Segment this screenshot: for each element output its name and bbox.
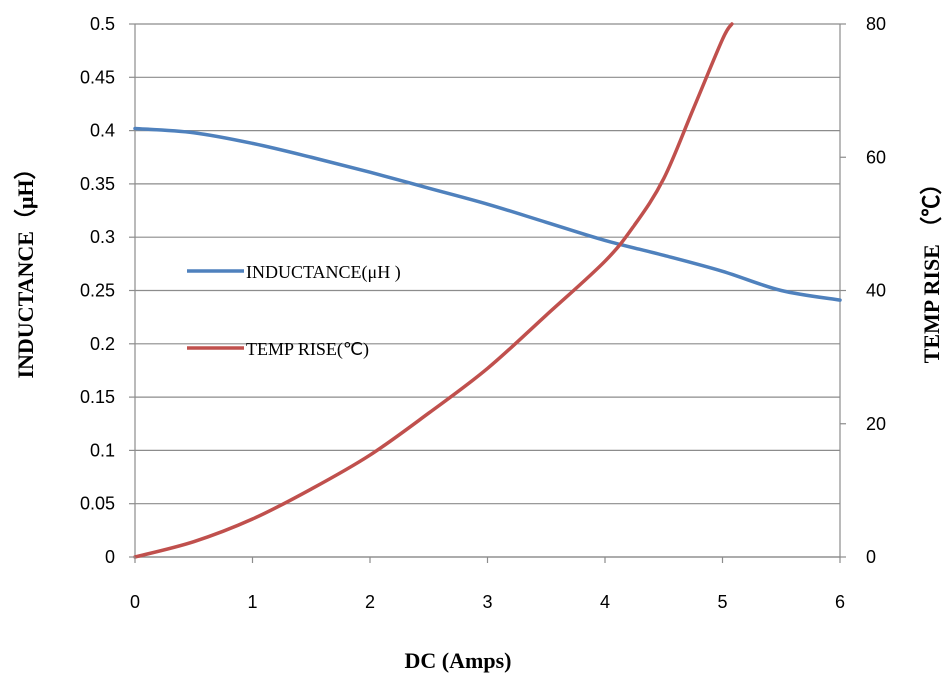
y-left-tick-label: 0 <box>105 547 115 567</box>
y-left-tick-label: 0.2 <box>90 334 115 354</box>
x-tick-label: 2 <box>365 592 375 612</box>
y-left-tick-label: 0.45 <box>80 67 115 87</box>
y-left-tick-label: 0.5 <box>90 14 115 34</box>
y-left-tick-label: 0.3 <box>90 227 115 247</box>
legend: INDUCTANCE(μH ) TEMP RISE(℃) <box>187 262 401 360</box>
y-right-tick-label: 40 <box>866 281 886 301</box>
x-tick-label: 5 <box>717 592 727 612</box>
legend-label-temp-rise: TEMP RISE(℃) <box>246 339 369 360</box>
legend-label-inductance: INDUCTANCE(μH ) <box>246 262 401 283</box>
y-left-tick-label: 0.25 <box>80 281 115 301</box>
ticks-layer: 00.050.10.150.20.250.30.350.40.450.50204… <box>80 14 886 612</box>
y-right-tick-label: 20 <box>866 414 886 434</box>
y-axis-right-title: TEMP RISE （℃） <box>919 173 944 364</box>
y-right-tick-label: 80 <box>866 14 886 34</box>
y-left-tick-label: 0.35 <box>80 174 115 194</box>
x-tick-label: 1 <box>247 592 257 612</box>
x-tick-label: 0 <box>130 592 140 612</box>
y-left-tick-label: 0.4 <box>90 121 115 141</box>
series-line-inductance <box>133 126 842 302</box>
grid-layer <box>135 23 840 558</box>
y-right-tick-label: 60 <box>866 147 886 167</box>
x-axis-title: DC (Amps) <box>405 648 512 673</box>
series-line-temp-rise <box>133 22 734 559</box>
y-axis-left-title: INDUCTANCE（μH） <box>13 157 38 378</box>
y-left-tick-label: 0.15 <box>80 387 115 407</box>
y-left-tick-label: 0.05 <box>80 494 115 514</box>
y-right-tick-label: 0 <box>866 547 876 567</box>
x-tick-label: 3 <box>482 592 492 612</box>
x-tick-label: 6 <box>835 592 845 612</box>
x-tick-label: 4 <box>600 592 610 612</box>
y-left-tick-label: 0.1 <box>90 440 115 460</box>
series-layer <box>133 22 842 559</box>
